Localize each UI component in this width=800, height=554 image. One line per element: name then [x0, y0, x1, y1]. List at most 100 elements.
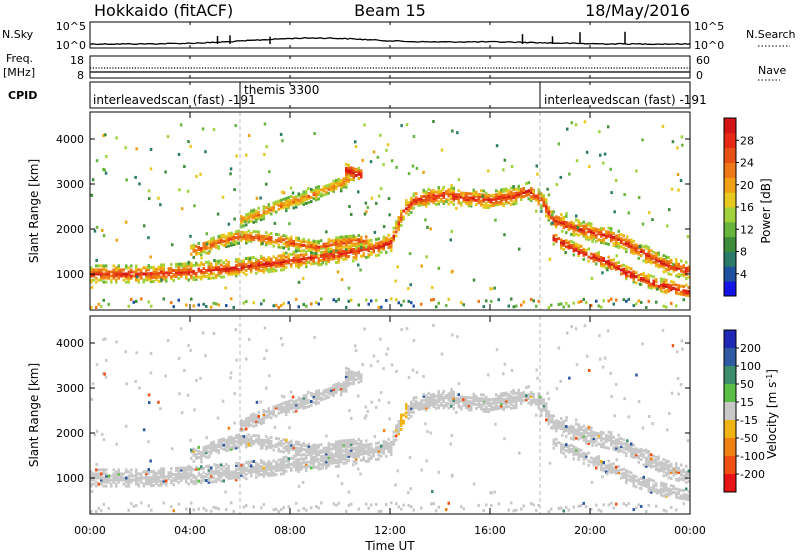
velocity-cell [355, 459, 358, 463]
velocity-cell [135, 472, 138, 476]
power-cell [487, 169, 490, 173]
velocity-cell [572, 433, 575, 437]
power-cell [502, 196, 505, 199]
power-cell [415, 166, 419, 170]
velocity-cell [190, 478, 193, 482]
velocity-cell [205, 451, 208, 455]
power-cell [335, 257, 338, 260]
velocity-cell [475, 407, 478, 410]
power-cell [237, 257, 240, 261]
power-cell [277, 239, 280, 243]
velocity-cell [267, 409, 270, 413]
velocity-cell [682, 470, 685, 474]
power-cell [255, 230, 258, 234]
velocity-cell [202, 467, 205, 471]
velocity-cell [90, 478, 93, 482]
velocity-cell [667, 476, 670, 480]
velocity-cell [327, 387, 330, 391]
power-cell [562, 248, 565, 251]
power-cell [412, 202, 415, 206]
velocity-cell [662, 488, 665, 492]
velocity-cell [287, 443, 290, 447]
power-cell [417, 203, 420, 207]
velocity-cell [327, 445, 330, 449]
power-cell [337, 260, 340, 264]
power-cell [652, 279, 655, 283]
power-cell [592, 259, 595, 263]
power-cell [285, 259, 288, 263]
power-cell [282, 262, 285, 265]
power-cell [640, 279, 643, 282]
power-cell [267, 207, 270, 211]
power-cell [227, 232, 230, 236]
power-cell [225, 269, 228, 273]
velocity-cell [237, 467, 240, 471]
power-cell [135, 147, 138, 151]
power-cell [222, 261, 225, 265]
power-cell [205, 242, 209, 246]
velocity-cell [680, 496, 683, 500]
velocity-cell [270, 436, 273, 439]
power-cell [527, 181, 530, 185]
velocity-cell [325, 388, 328, 392]
power-cell [216, 212, 220, 216]
power-cell [302, 303, 305, 306]
power-cell [607, 230, 610, 234]
velocity-cell [120, 478, 123, 482]
velocity-cell [477, 503, 480, 507]
velocity-cell [307, 450, 310, 454]
velocity-cell [155, 475, 158, 479]
power-cell [435, 202, 438, 206]
velocity-cell [432, 399, 435, 403]
velocity-cell [170, 505, 173, 509]
power-cell [272, 263, 275, 267]
velocity-cell [352, 381, 355, 385]
power-cell [215, 245, 218, 249]
power-cell [162, 297, 165, 301]
velocity-cell [295, 446, 298, 450]
velocity-cell [240, 465, 243, 469]
power-cell [600, 241, 603, 244]
velocity-cell [360, 375, 363, 379]
power-cell [307, 244, 310, 248]
power-cell [350, 250, 353, 254]
power-cell [609, 167, 612, 171]
power-cell [547, 193, 551, 197]
velocity-cell [195, 479, 198, 483]
velocity-cell [345, 375, 348, 378]
power-cell [600, 230, 603, 234]
power-cell [122, 268, 125, 272]
power-cell [162, 269, 165, 273]
velocity-cell [335, 440, 338, 444]
velocity-cell [297, 449, 300, 452]
power-cell [675, 283, 678, 287]
velocity-cell [502, 400, 505, 403]
power-cell [667, 287, 670, 291]
velocity-cell [260, 420, 263, 423]
velocity-cell [257, 440, 260, 444]
power-cell [312, 189, 315, 192]
velocity-cell [365, 439, 368, 443]
velocity-cell [357, 507, 360, 511]
power-cell [220, 240, 223, 244]
velocity-cell [282, 464, 285, 467]
power-cell [681, 143, 684, 147]
velocity-cell [235, 470, 238, 474]
velocity-cell [525, 394, 528, 398]
power-cell [230, 237, 233, 241]
velocity-cell [652, 464, 655, 468]
power-cell [552, 236, 555, 240]
power-cell [270, 269, 273, 273]
velocity-cell [287, 465, 290, 469]
power-cell [285, 203, 288, 206]
power-cell [430, 298, 433, 302]
power-cell [365, 210, 368, 214]
power-cell [525, 192, 528, 196]
power-cell [207, 276, 210, 280]
velocity-cell [202, 452, 205, 456]
power-cell [315, 242, 318, 246]
velocity-cell [270, 446, 273, 450]
velocity-cell [415, 400, 418, 404]
velocity-cell [595, 437, 598, 441]
velocity-cell [595, 460, 598, 464]
